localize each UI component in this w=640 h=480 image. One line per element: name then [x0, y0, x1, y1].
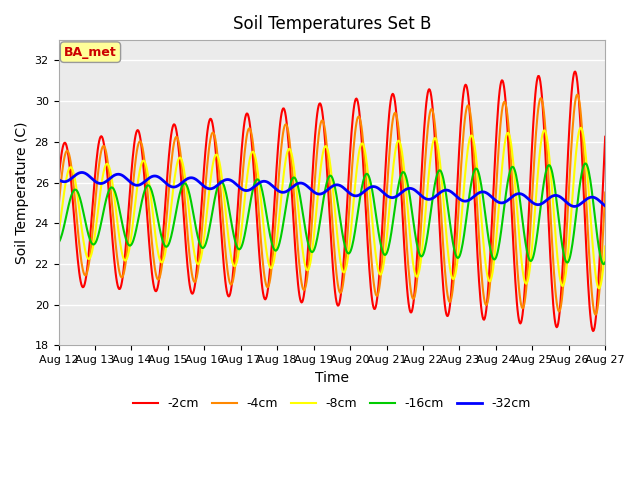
-16cm: [388, 225, 396, 230]
-2cm: [572, 69, 579, 74]
-16cm: [220, 180, 227, 186]
-2cm: [602, 134, 609, 140]
-32cm: [247, 186, 255, 192]
-32cm: [220, 178, 228, 183]
-32cm: [54, 177, 62, 182]
-8cm: [267, 265, 275, 271]
Text: BA_met: BA_met: [64, 46, 117, 59]
-32cm: [268, 182, 275, 188]
-16cm: [600, 261, 607, 267]
-2cm: [119, 274, 127, 280]
-8cm: [595, 286, 603, 291]
-4cm: [119, 274, 127, 279]
Line: -8cm: -8cm: [58, 128, 605, 288]
-4cm: [388, 122, 396, 128]
-8cm: [388, 176, 396, 181]
-4cm: [267, 271, 275, 277]
-8cm: [220, 186, 227, 192]
-8cm: [119, 253, 127, 259]
-2cm: [246, 125, 254, 131]
-32cm: [602, 203, 609, 209]
-16cm: [419, 252, 427, 258]
-4cm: [591, 312, 599, 317]
-32cm: [78, 169, 86, 175]
Title: Soil Temperatures Set B: Soil Temperatures Set B: [233, 15, 431, 33]
-4cm: [220, 221, 227, 227]
-8cm: [602, 243, 609, 249]
-8cm: [54, 231, 62, 237]
-16cm: [267, 237, 275, 242]
-2cm: [388, 92, 396, 97]
-2cm: [220, 255, 227, 261]
-16cm: [581, 161, 589, 167]
-8cm: [577, 125, 585, 131]
-16cm: [119, 223, 127, 228]
-4cm: [419, 196, 427, 202]
Line: -16cm: -16cm: [58, 164, 605, 264]
-8cm: [419, 241, 427, 247]
-2cm: [589, 328, 597, 334]
-4cm: [602, 190, 609, 195]
Line: -4cm: -4cm: [58, 95, 605, 314]
-2cm: [419, 149, 427, 155]
-16cm: [246, 200, 254, 206]
-32cm: [420, 194, 428, 200]
Line: -32cm: -32cm: [58, 172, 605, 206]
-2cm: [54, 178, 62, 184]
Y-axis label: Soil Temperature (C): Soil Temperature (C): [15, 121, 29, 264]
-2cm: [267, 254, 275, 260]
X-axis label: Time: Time: [315, 371, 349, 384]
-16cm: [602, 260, 609, 265]
-8cm: [246, 154, 254, 160]
-16cm: [54, 240, 62, 245]
Line: -2cm: -2cm: [58, 72, 605, 331]
-4cm: [54, 204, 62, 210]
-32cm: [571, 204, 579, 209]
-32cm: [389, 195, 397, 201]
-4cm: [573, 92, 581, 97]
-4cm: [246, 126, 254, 132]
-32cm: [120, 173, 127, 179]
Legend: -2cm, -4cm, -8cm, -16cm, -32cm: -2cm, -4cm, -8cm, -16cm, -32cm: [127, 392, 536, 415]
